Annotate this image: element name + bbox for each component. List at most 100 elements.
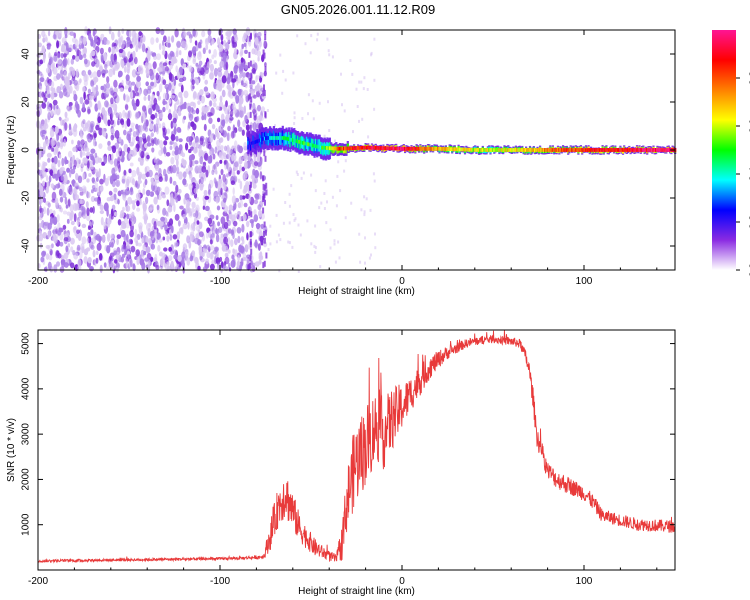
noise-speckle [191,201,196,209]
noise-speckle [107,145,112,151]
signal-band-core [330,146,333,151]
noise-speckle [134,236,139,243]
y-tick-label: -40 [21,238,32,253]
noise-speckle [149,71,155,81]
noise-speckle [249,124,252,131]
noise-speckle [59,241,64,247]
signal-band-core [583,148,586,152]
noise-speckle [362,87,365,91]
signal-band-core [311,143,314,148]
noise-speckle [155,165,160,172]
noise-speckle [241,223,245,233]
noise-speckle [350,201,353,205]
noise-speckle [121,28,125,34]
signal-band-core [567,148,570,152]
colorbar-gradient [712,30,736,270]
noise-speckle [234,238,238,246]
noise-speckle [333,242,336,246]
noise-speckle [291,245,294,249]
signal-band-core [421,146,424,151]
noise-speckle [159,139,164,149]
noise-speckle [43,206,47,215]
noise-speckle [57,205,62,210]
noise-speckle [178,128,182,133]
noise-speckle [221,89,226,98]
noise-speckle [64,34,68,39]
noise-speckle [151,235,155,241]
noise-speckle [110,214,114,220]
signal-band-core [649,148,653,152]
noise-speckle [208,183,212,192]
noise-speckle [92,249,96,258]
noise-speckle [123,222,126,229]
signal-band-core [609,148,612,152]
noise-speckle [206,244,210,251]
noise-speckle [238,66,244,74]
noise-speckle [263,150,266,157]
noise-speckle [343,109,346,113]
signal-band-core [279,136,282,140]
signal-band-core [542,148,546,152]
x-tick-label: -200 [28,576,48,587]
signal-band-core [471,148,474,152]
noise-speckle [111,145,116,150]
noise-speckle [102,115,107,123]
noise-speckle [154,253,158,262]
noise-speckle [373,179,376,183]
noise-speckle [224,245,229,253]
noise-speckle [241,80,244,86]
noise-speckle [96,242,102,251]
noise-speckle [39,123,45,130]
noise-speckle [47,93,51,98]
noise-speckle [94,141,98,147]
noise-speckle [41,91,45,98]
noise-speckle [185,168,189,174]
signal-band-core [341,146,344,151]
signal-band-core [500,148,503,152]
noise-speckle [113,193,117,200]
noise-speckle [185,142,189,151]
noise-speckle [263,260,266,267]
noise-speckle [41,220,45,228]
noise-speckle [173,249,178,255]
noise-speckle [142,188,146,196]
noise-speckle [47,30,51,37]
noise-speckle [331,195,334,199]
signal-band-core [404,146,407,151]
signal-band-core [551,148,554,152]
y-tick-label: 1000 [21,513,32,536]
noise-speckle [135,80,141,89]
spectrogram-y-axis-label: Frequency (Hz) [6,116,17,185]
noise-speckle [220,60,225,68]
signal-band-core [541,148,544,152]
signal-band-core [505,148,509,152]
noise-speckle [360,208,363,212]
noise-speckle [213,48,218,58]
signal-band-core [485,148,488,152]
signal-band-core [425,146,428,151]
noise-speckle [127,196,133,205]
signal-band-core [625,148,628,152]
noise-speckle [154,180,157,187]
signal-band-core [574,148,577,152]
signal-band-core [519,148,523,152]
y-tick-label: 3000 [21,423,32,446]
signal-band-core [325,146,328,150]
signal-band-core [618,148,621,152]
noise-speckle [175,65,178,73]
noise-speckle [209,63,214,72]
noise-speckle [293,111,296,115]
noise-speckle [110,53,115,63]
noise-speckle [95,257,99,264]
noise-speckle [131,200,136,205]
noise-speckle [191,71,194,80]
noise-speckle [214,146,218,154]
noise-speckle [227,219,232,227]
noise-speckle [226,84,231,90]
noise-speckle [206,143,209,149]
noise-speckle [82,36,87,46]
noise-speckle [295,170,298,174]
signal-band-core [272,136,275,140]
signal-band-core [606,148,609,152]
